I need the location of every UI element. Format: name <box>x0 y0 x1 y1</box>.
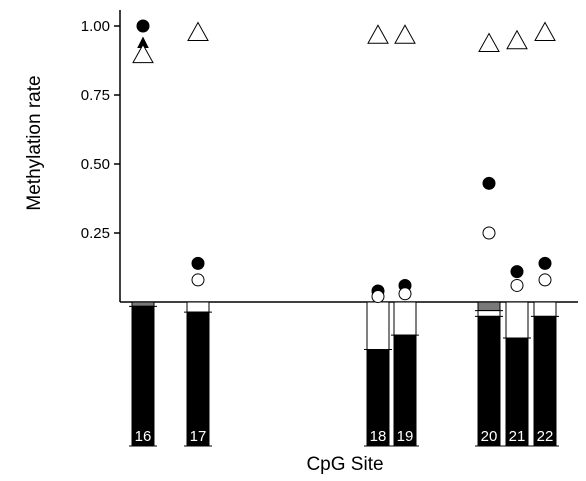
bar-segment-gray <box>131 301 155 307</box>
point-open-triangle <box>478 32 500 53</box>
bar-segment-black <box>186 311 210 447</box>
y-tick-label: 0.75 <box>81 87 110 104</box>
site-label: 16 <box>135 428 152 445</box>
point-open-triangle <box>187 21 209 42</box>
bar-segment-white <box>393 301 417 336</box>
bar-segment-white <box>186 301 210 313</box>
x-axis-title: CpG Site <box>306 454 383 475</box>
site-label: 20 <box>481 428 498 445</box>
site-label: 17 <box>190 428 207 445</box>
site-label: 22 <box>537 428 554 445</box>
point-filled-circle <box>538 256 552 270</box>
bars: 16 17 18 19 20 21 22 <box>129 301 559 447</box>
site-label: 21 <box>509 428 526 445</box>
point-open-circle <box>510 278 524 292</box>
points <box>132 19 556 303</box>
point-open-circle <box>191 273 205 287</box>
point-filled-circle <box>482 176 496 190</box>
y-tick-label: 1.00 <box>81 18 110 35</box>
point-open-circle <box>398 287 412 301</box>
axes: 1.00 0.75 0.50 0.25 <box>81 10 578 303</box>
bar-segment-white <box>505 301 529 339</box>
point-open-triangle <box>534 21 556 42</box>
point-filled-circle <box>510 265 524 279</box>
point-open-circle <box>371 289 385 303</box>
point-open-triangle <box>367 24 389 44</box>
y-tick-label: 0.50 <box>81 156 110 173</box>
point-open-triangle <box>506 29 528 50</box>
bar-segment-black <box>533 315 557 447</box>
point-open-circle <box>482 226 496 240</box>
bar-segment-gray <box>477 301 501 312</box>
bar-segment-black <box>477 315 501 447</box>
bar-segment-white <box>533 301 557 317</box>
y-axis-title: Methylation rate <box>24 75 45 210</box>
point-filled-circle <box>136 19 150 33</box>
bar-segment-white <box>477 310 501 317</box>
site-label: 18 <box>370 428 387 445</box>
site-label: 19 <box>397 428 414 445</box>
point-open-triangle <box>394 24 416 44</box>
point-filled-circle <box>191 256 205 270</box>
bar-segment-black <box>131 305 155 447</box>
point-open-triangle <box>132 43 154 64</box>
y-tick-label: 0.25 <box>81 225 110 242</box>
bar-segment-white <box>366 301 390 351</box>
point-open-circle <box>538 273 552 287</box>
